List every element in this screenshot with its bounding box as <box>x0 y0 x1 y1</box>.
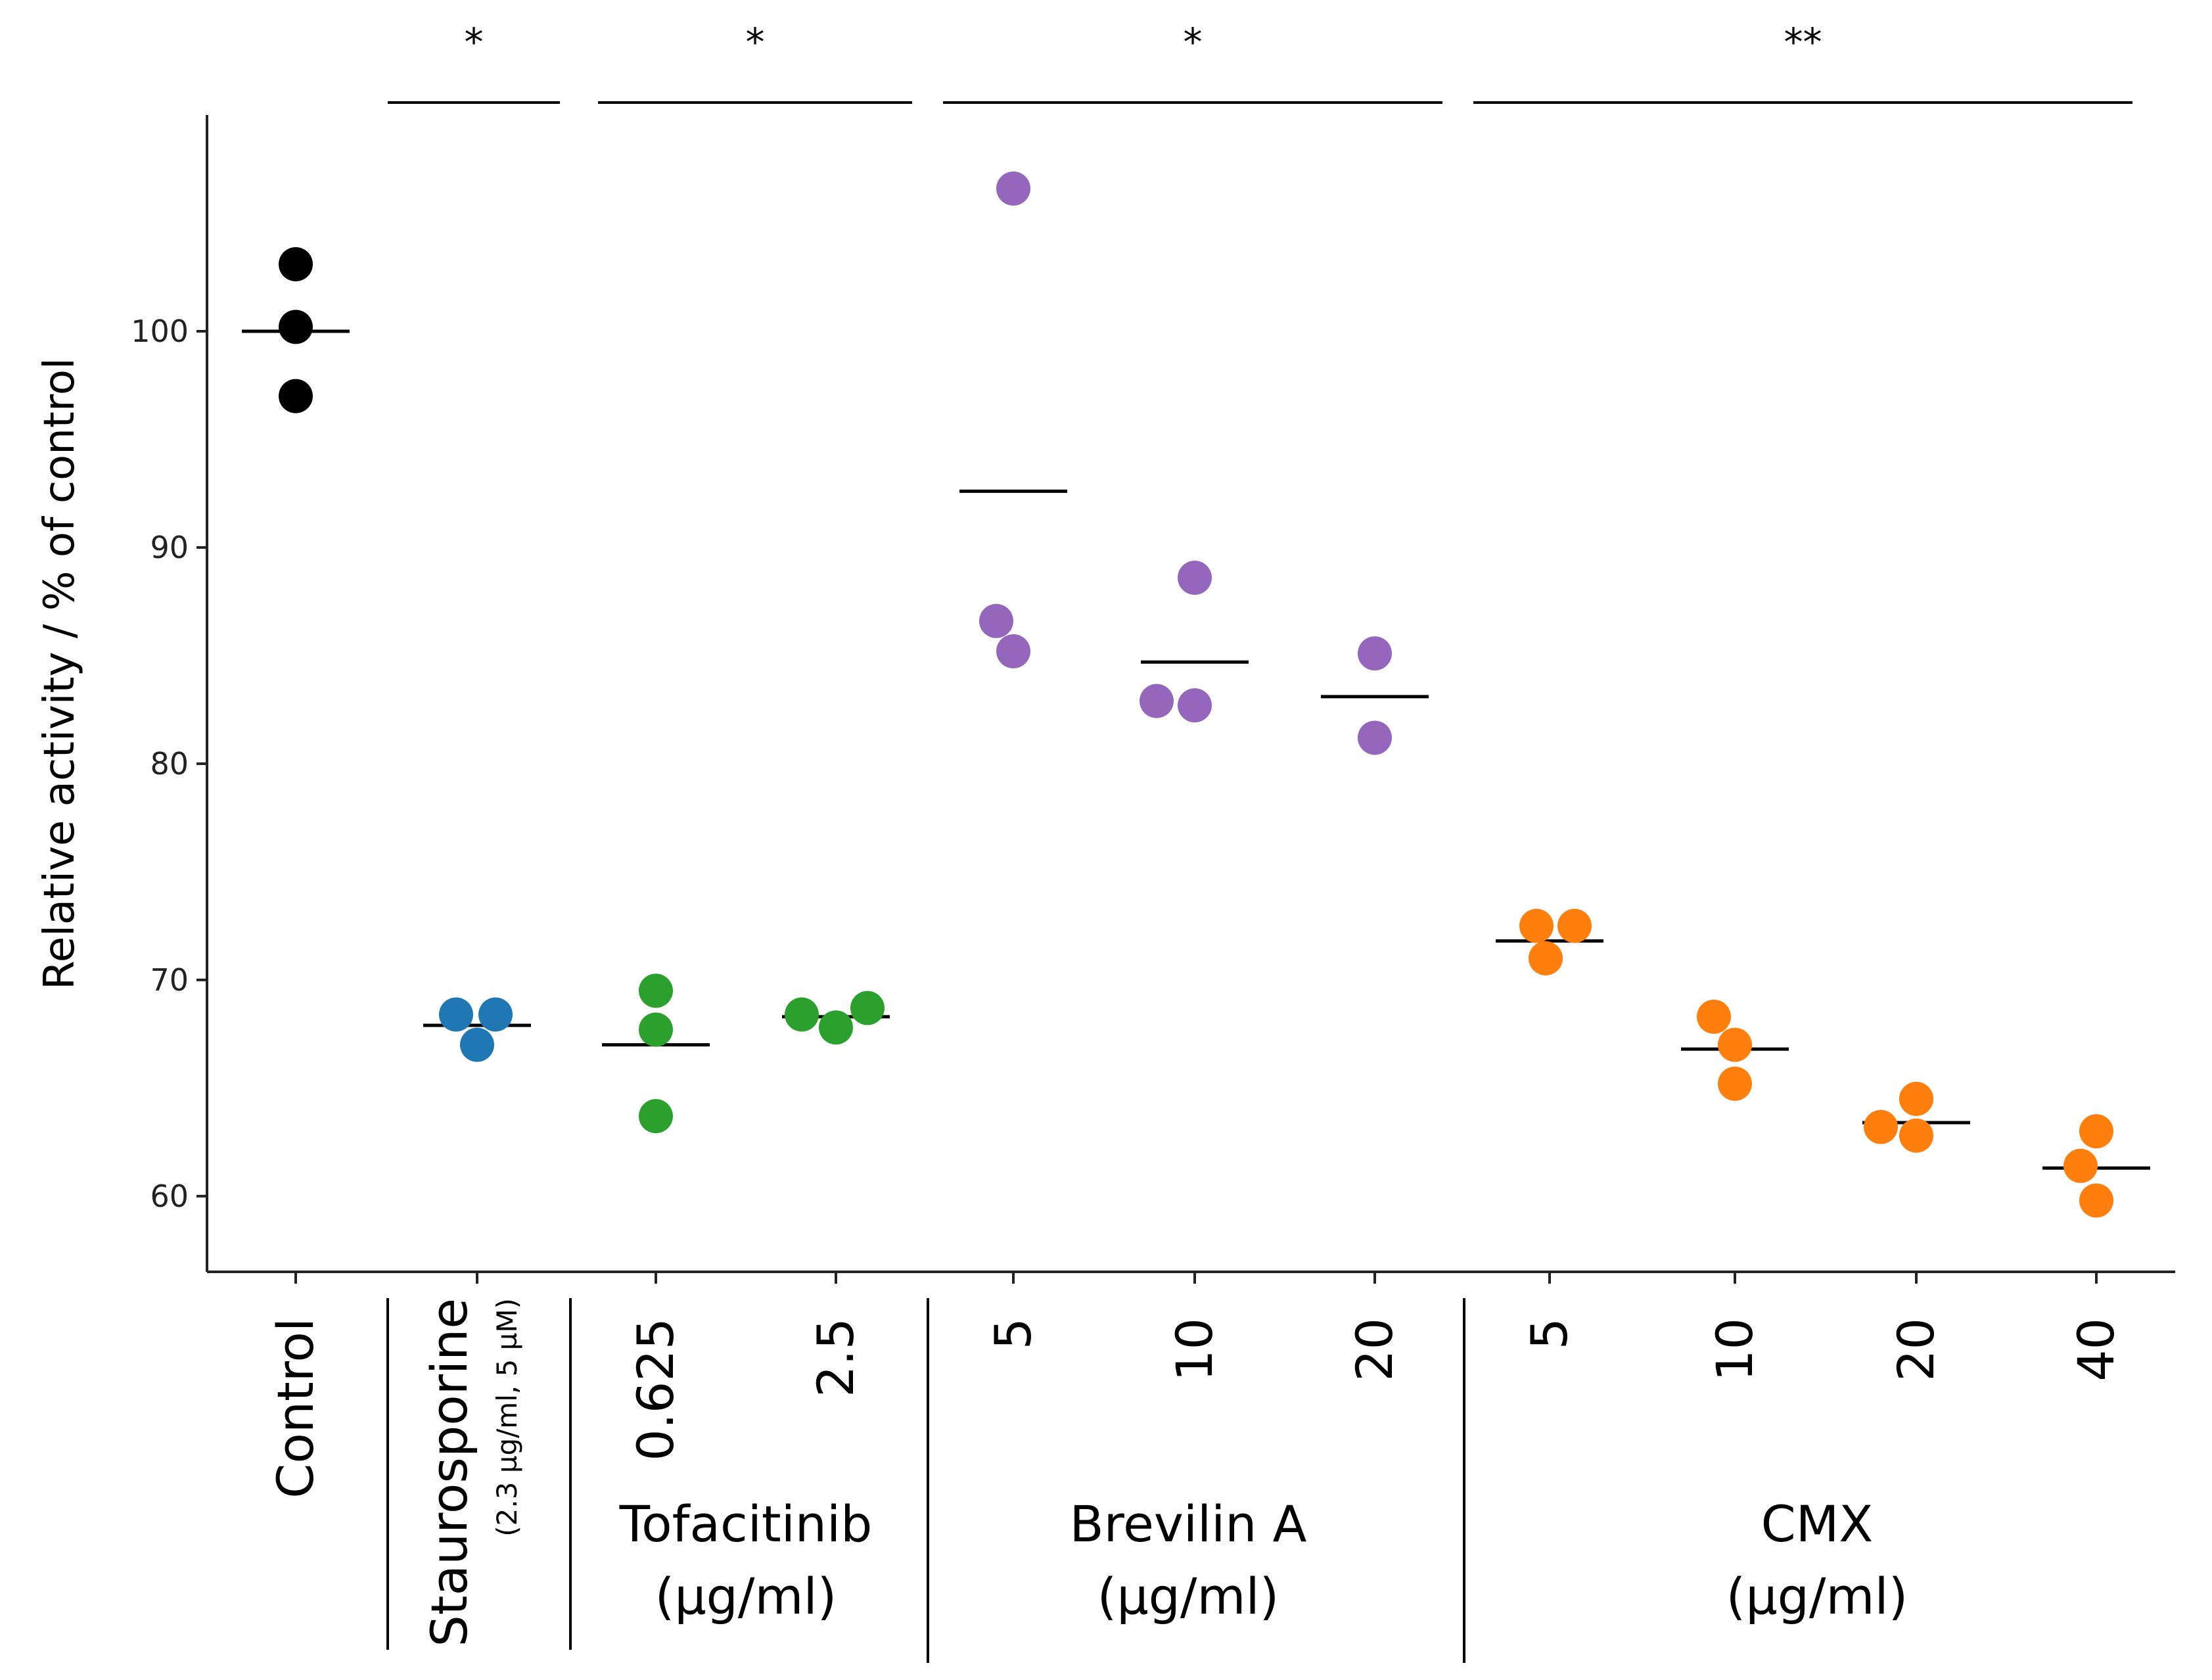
x-category-label: Staurosporine <box>420 1298 478 1646</box>
group-labels: Tofacitinib (µg/ml) Brevilin A (µg/ml) CMX (µ… <box>619 1495 1908 1625</box>
data-point <box>785 997 819 1032</box>
data-point <box>996 171 1030 206</box>
data-point <box>996 634 1030 668</box>
group-name-label: Brevilin A <box>1069 1495 1306 1553</box>
significance-label: * <box>465 20 484 64</box>
axes <box>206 115 2175 1284</box>
data-point <box>279 246 313 281</box>
y-axis-label: Relative activity / % of control <box>35 358 84 990</box>
group-unit-label: (µg/ml) <box>655 1567 837 1625</box>
data-point <box>1864 1109 1898 1144</box>
data-point <box>1358 636 1392 671</box>
significance-label: * <box>746 20 765 64</box>
data-point <box>639 1012 673 1047</box>
data-point <box>2079 1114 2113 1149</box>
group-name-label: CMX <box>1761 1495 1874 1553</box>
data-point <box>1178 561 1212 595</box>
x-category-label: 5 <box>984 1318 1042 1349</box>
data-point <box>639 973 673 1008</box>
significance-annotations: * * * ** <box>388 20 2132 104</box>
x-category-label: Control <box>266 1318 325 1499</box>
y-axis-ticks: 60 70 80 90 100 <box>131 314 207 1214</box>
data-point <box>1718 1066 1752 1101</box>
data-point <box>439 997 473 1032</box>
data-point <box>2063 1148 2098 1183</box>
significance-label: * <box>1184 20 1203 64</box>
data-point <box>1178 688 1212 723</box>
data-point <box>2079 1183 2113 1218</box>
data-point <box>979 603 1013 638</box>
data-point <box>478 997 513 1032</box>
y-tick-label: 80 <box>150 746 189 782</box>
x-axis-labels: Control Staurosporine (2.3 µg/ml, 5 µM) 0.6… <box>266 1298 2125 1646</box>
x-category-label: 40 <box>2067 1318 2125 1382</box>
data-point <box>1529 941 1563 975</box>
data-points <box>279 171 2113 1218</box>
x-category-label: 5 <box>1520 1318 1578 1349</box>
mean-lines <box>242 329 2150 1170</box>
x-category-label: 2.5 <box>806 1318 865 1397</box>
data-point <box>279 379 313 413</box>
data-point <box>1718 1027 1752 1062</box>
significance-label: ** <box>1784 20 1822 64</box>
x-category-label: 0.625 <box>626 1318 685 1461</box>
data-point <box>1899 1081 1933 1116</box>
data-point <box>819 1010 853 1045</box>
group-name-label: Tofacitinib <box>619 1495 873 1553</box>
data-point <box>850 991 885 1025</box>
data-point <box>1519 908 1554 943</box>
data-point <box>1899 1118 1933 1153</box>
y-tick-label: 100 <box>131 314 189 349</box>
y-tick-label: 90 <box>150 530 189 565</box>
y-tick-label: 60 <box>150 1178 189 1214</box>
x-category-label: 10 <box>1705 1318 1764 1382</box>
data-point <box>1697 999 1731 1034</box>
group-dividers <box>386 1298 1465 1663</box>
x-category-label: 20 <box>1887 1318 1945 1382</box>
data-point <box>639 1099 673 1134</box>
data-point <box>279 310 313 344</box>
x-category-label: 20 <box>1345 1318 1404 1382</box>
group-unit-label: (µg/ml) <box>1726 1567 1908 1625</box>
data-point <box>1557 908 1592 943</box>
data-point <box>1358 720 1392 755</box>
x-category-note: (2.3 µg/ml, 5 µM) <box>491 1298 523 1537</box>
data-point <box>1140 684 1174 718</box>
group-unit-label: (µg/ml) <box>1097 1567 1279 1625</box>
x-category-label: 10 <box>1165 1318 1224 1382</box>
data-point <box>460 1027 494 1062</box>
y-tick-label: 70 <box>150 962 189 998</box>
